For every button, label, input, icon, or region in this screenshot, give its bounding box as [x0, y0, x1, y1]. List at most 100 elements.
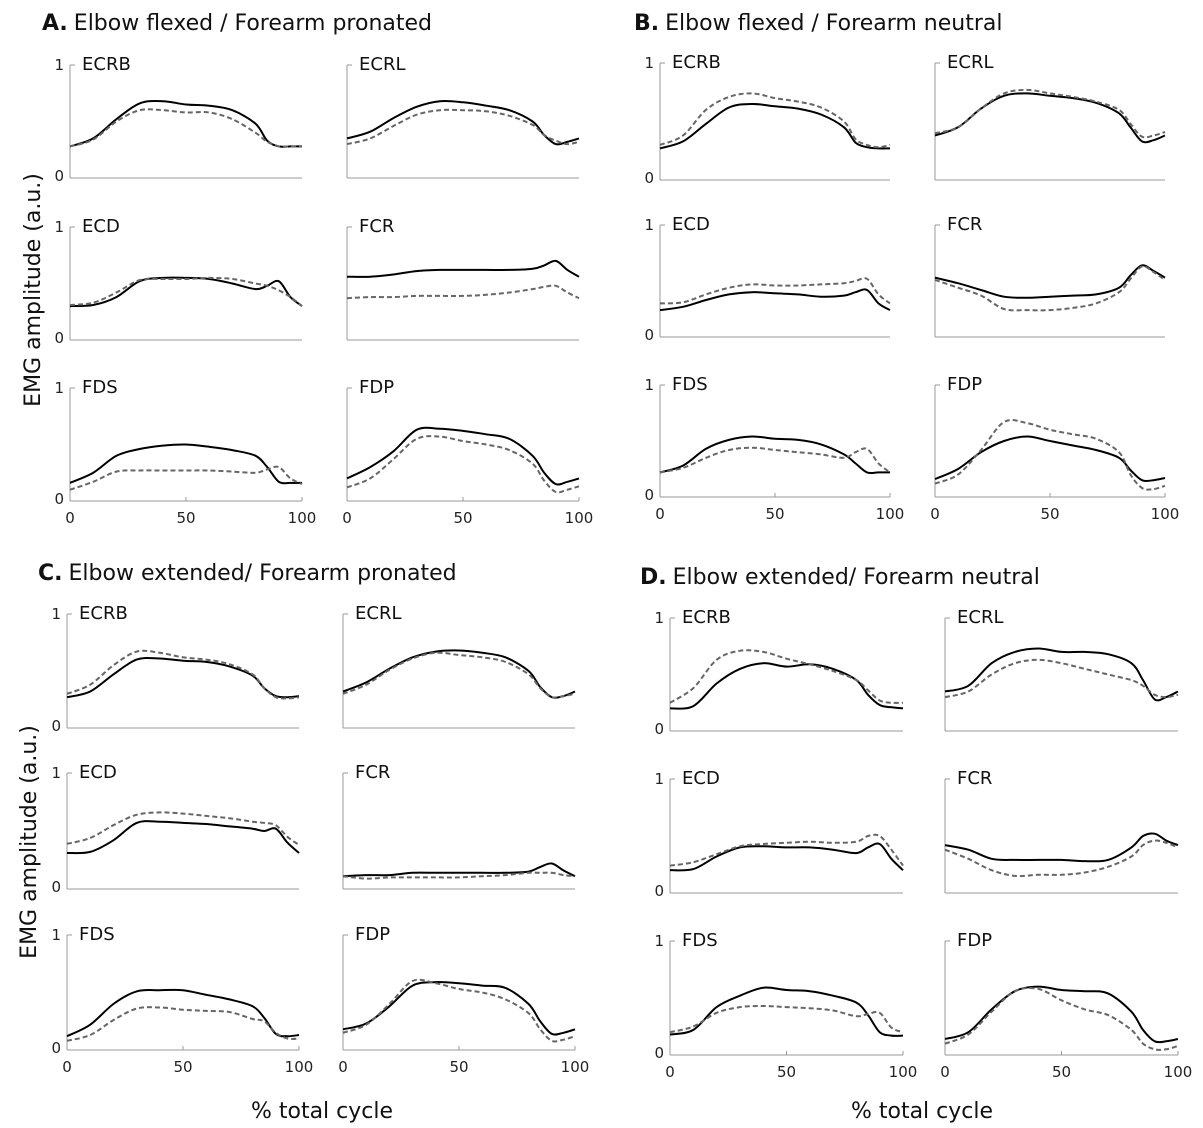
x-tick-label: 50 [173, 1058, 192, 1076]
muscle-label: FCR [355, 762, 390, 783]
muscle-label: ECD [82, 216, 120, 237]
subplot-fdp: FDP 0 50 100 [338, 924, 589, 1076]
series-line-solid [346, 259, 580, 278]
series-line-dashed [69, 276, 303, 307]
series-line-dashed [69, 465, 303, 491]
subplot-fcr: FCR [346, 216, 580, 341]
muscle-label: FDP [947, 374, 982, 395]
muscle-label: FCR [957, 768, 992, 789]
subplot-ecrl: ECRL [944, 607, 1179, 732]
svg-text:B.Elbow flexed / Forearm neutr: B. Elbow flexed / Forearm neutral [634, 11, 1003, 36]
x-tick-label: 100 [1164, 1063, 1193, 1081]
muscle-label: ECRB [682, 607, 731, 628]
muscle-label: FCR [947, 214, 982, 235]
subplot-fcr: FCR [342, 762, 576, 890]
x-tick-label: 100 [565, 509, 594, 527]
series-line-solid [69, 276, 303, 308]
series-line-solid [342, 649, 576, 699]
x-tick-label: 50 [176, 509, 195, 527]
series-line-solid [934, 435, 1166, 483]
muscle-label: ECRL [947, 52, 993, 73]
series-line-dashed [659, 446, 891, 474]
series-line-solid [669, 842, 904, 872]
series-line-dashed [669, 649, 904, 704]
series-line-solid [934, 92, 1166, 144]
series-line-solid [69, 443, 303, 485]
muscle-label: FDS [682, 930, 718, 951]
muscle-label: ECD [79, 762, 117, 783]
panel-b-title: B. Elbow flexed / Forearm neutral [634, 11, 1003, 36]
series-line-solid [342, 981, 576, 1036]
panel-a-title-text: Elbow flexed / Forearm pronated [74, 11, 432, 36]
x-tick-label: 100 [1151, 505, 1180, 523]
panel-c-title-text: Elbow extended/ Forearm pronated [69, 561, 457, 586]
y-tick-label: 0 [644, 486, 654, 504]
y-tick-label: 0 [644, 326, 654, 344]
x-tick-label: 100 [285, 1058, 314, 1076]
y-tick-label: 0 [51, 717, 61, 735]
subplot-fdp: FDP 0 50 100 [930, 374, 1179, 523]
x-tick-label: 0 [930, 505, 940, 523]
series-line-solid [659, 435, 890, 475]
muscle-label: ECD [682, 768, 720, 789]
x-axis-label-right: % total cycle [851, 1099, 993, 1124]
x-tick-label: 100 [876, 505, 905, 523]
series-line-dashed [659, 92, 891, 149]
series-line-dashed [346, 435, 580, 494]
x-tick-label: 0 [342, 509, 352, 527]
muscle-label: ECRB [82, 54, 131, 75]
series-line-solid [669, 986, 904, 1037]
y-tick-label: 1 [51, 764, 61, 782]
y-tick-label: 1 [654, 770, 664, 788]
subplot-ecrl: ECRL [934, 52, 1166, 181]
series-line-solid [944, 985, 1179, 1044]
svg-text:D.Elbow extended/ Forearm neut: D. Elbow extended/ Forearm neutral [640, 565, 1040, 590]
series-line-dashed [669, 1004, 904, 1034]
subplot-ecrb: ECRB 1 0 [51, 603, 300, 735]
y-tick-label: 0 [654, 720, 664, 738]
series-line-dashed [66, 811, 300, 846]
y-tick-label: 0 [54, 490, 64, 508]
subplot-ecrb: ECRB 1 0 [654, 607, 904, 738]
muscle-label: FCR [359, 216, 394, 237]
series-line-dashed [66, 649, 300, 700]
muscle-label: FDS [82, 377, 118, 398]
y-tick-label: 1 [51, 926, 61, 944]
series-line-solid [659, 102, 891, 150]
series-line-dashed [944, 839, 1179, 878]
x-axis-label-left: % total cycle [251, 1099, 393, 1124]
subplot-ecd: ECD 1 0 [644, 214, 891, 344]
series-line-dashed [346, 108, 580, 146]
series-line-dashed [66, 1006, 300, 1042]
series-line-dashed [944, 986, 1179, 1051]
y-tick-label: 1 [644, 376, 654, 394]
muscle-label: FDS [79, 924, 115, 945]
muscle-label: ECRB [672, 52, 721, 73]
x-tick-label: 50 [449, 1058, 468, 1076]
x-tick-label: 50 [453, 509, 472, 527]
x-tick-label: 50 [765, 505, 784, 523]
subplot-fcr: FCR [944, 768, 1179, 894]
y-tick-label: 0 [644, 169, 654, 187]
series-line-dashed [934, 88, 1166, 139]
panel-b-title-text: Elbow flexed / Forearm neutral [665, 11, 1002, 36]
subplot-ecd: ECD 1 0 [51, 762, 300, 896]
series-line-dashed [342, 651, 576, 699]
muscle-label: ECRL [359, 54, 405, 75]
x-tick-label: 50 [777, 1063, 796, 1081]
series-line-solid [659, 288, 891, 312]
panel-a-letter: A. [42, 11, 68, 36]
subplot-fdp: FDP 0 50 100 [342, 377, 593, 527]
muscle-label: FDP [355, 924, 390, 945]
series-line-solid [66, 988, 300, 1038]
panel-c-letter: C. [38, 561, 63, 586]
y-tick-label: 0 [54, 329, 64, 347]
y-tick-label: 0 [654, 882, 664, 900]
